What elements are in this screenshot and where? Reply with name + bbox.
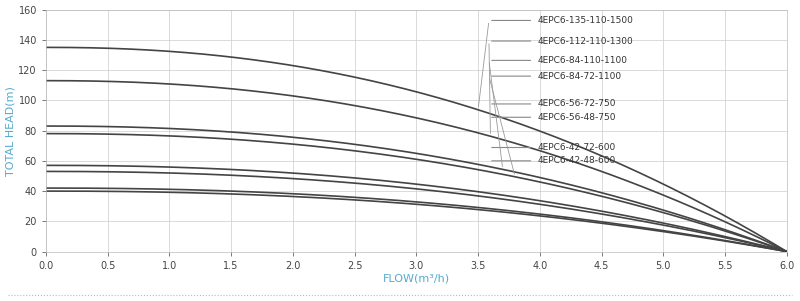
Text: 4EPC6-112-110-1300: 4EPC6-112-110-1300 <box>537 36 633 45</box>
Text: 4EPC6-56-48-750: 4EPC6-56-48-750 <box>537 113 616 122</box>
X-axis label: FLOW(m³/h): FLOW(m³/h) <box>382 273 450 284</box>
Text: 4EPC6-84-110-1100: 4EPC6-84-110-1100 <box>537 56 627 65</box>
Text: 4EPC6-42-48-600: 4EPC6-42-48-600 <box>537 156 615 165</box>
Text: 4EPC6-135-110-1500: 4EPC6-135-110-1500 <box>537 16 633 25</box>
Text: 4EPC6-42-72-600: 4EPC6-42-72-600 <box>537 143 615 152</box>
Y-axis label: TOTAL HEAD(m): TOTAL HEAD(m) <box>6 86 15 175</box>
Text: 4EPC6-56-72-750: 4EPC6-56-72-750 <box>537 99 616 108</box>
Text: 4EPC6-84-72-1100: 4EPC6-84-72-1100 <box>537 72 622 81</box>
